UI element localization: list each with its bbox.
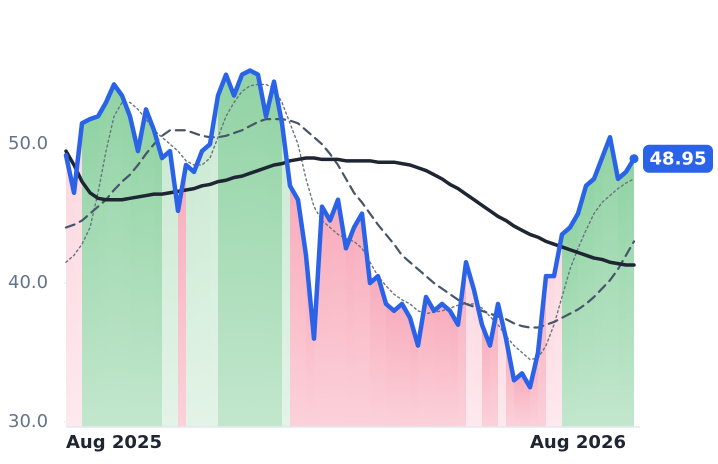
signal-area-fade bbox=[138, 109, 146, 428]
signal-area-fade bbox=[218, 74, 226, 427]
signal-area-fade bbox=[426, 296, 434, 427]
signal-area-fade bbox=[554, 234, 562, 427]
signal-area-fade bbox=[186, 164, 194, 427]
signal-area-fade bbox=[122, 95, 130, 428]
signal-area-fade bbox=[242, 70, 250, 427]
signal-area-fade bbox=[370, 276, 378, 427]
area-layer bbox=[66, 70, 634, 428]
signal-area-fade bbox=[202, 144, 210, 427]
signal-area-fade bbox=[418, 296, 426, 427]
x-tick-label: Aug 2025 bbox=[66, 432, 162, 453]
signal-area-fade bbox=[114, 84, 122, 428]
signal-area-fade bbox=[266, 81, 274, 427]
signal-area-fade bbox=[66, 155, 74, 427]
signal-area-fade bbox=[434, 303, 442, 427]
signal-area-fade bbox=[490, 303, 498, 427]
signal-area-fade bbox=[346, 227, 354, 427]
signal-area-fade bbox=[226, 74, 234, 427]
signal-area-fade bbox=[354, 213, 362, 427]
signal-area-fade bbox=[106, 84, 114, 428]
signal-area-fade bbox=[234, 74, 242, 427]
signal-area-fade bbox=[250, 70, 258, 427]
signal-area-fade bbox=[450, 310, 458, 427]
signal-area-fade bbox=[402, 303, 410, 427]
signal-area-fade bbox=[514, 373, 522, 427]
signal-area-fade bbox=[82, 119, 90, 427]
signal-area-fade bbox=[130, 116, 138, 427]
signal-area-fade bbox=[194, 151, 202, 427]
signal-area-fade bbox=[562, 227, 570, 427]
signal-area-fade bbox=[178, 164, 186, 427]
signal-area-fade bbox=[282, 123, 290, 427]
signal-area-fade bbox=[146, 109, 154, 428]
signal-area-fade bbox=[154, 130, 162, 427]
signal-area-fade bbox=[626, 158, 634, 428]
series-line bbox=[63, 68, 637, 390]
signal-area-fade bbox=[546, 276, 554, 427]
signal-area-fade bbox=[330, 199, 338, 427]
signal-area-fade bbox=[394, 303, 402, 427]
signal-area-fade bbox=[602, 137, 610, 428]
last-value-label: 48.95 bbox=[650, 149, 707, 170]
signal-area-fade bbox=[618, 171, 626, 427]
signal-area-fade bbox=[210, 95, 218, 428]
signal-area-fade bbox=[482, 324, 490, 427]
signal-area-fade bbox=[442, 303, 450, 427]
signal-area-fade bbox=[610, 137, 618, 428]
signal-area-fade bbox=[378, 276, 386, 427]
signal-area-fade bbox=[290, 185, 298, 427]
y-tick-label: 50.0 bbox=[8, 133, 48, 154]
signal-area-fade bbox=[586, 178, 594, 427]
signal-area-fade bbox=[258, 74, 266, 427]
signal-area-fade bbox=[386, 303, 394, 427]
last-point bbox=[629, 154, 639, 164]
signal-area-fade bbox=[74, 123, 82, 427]
x-tick-label: Aug 2026 bbox=[530, 432, 626, 453]
signal-area-fade bbox=[594, 158, 602, 428]
signal-area-fade bbox=[98, 102, 106, 427]
signal-area-fade bbox=[170, 151, 178, 427]
signal-area-fade bbox=[322, 206, 330, 427]
signal-area-fade bbox=[338, 199, 346, 427]
y-tick-label: 40.0 bbox=[8, 272, 48, 293]
series-line bbox=[64, 149, 636, 267]
last-value-badge bbox=[643, 144, 713, 173]
signal-area-fade bbox=[90, 116, 98, 427]
signal-area-fade bbox=[274, 81, 282, 427]
y-tick-label: 30.0 bbox=[8, 411, 48, 432]
signal-area-fade bbox=[570, 213, 578, 427]
signal-area-fade bbox=[162, 151, 170, 427]
